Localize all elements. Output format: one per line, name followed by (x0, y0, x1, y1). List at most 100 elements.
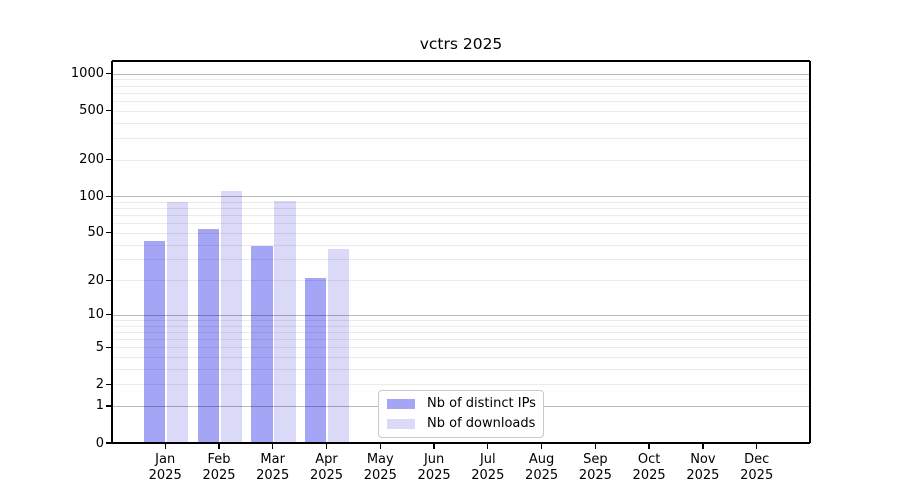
x-tick-mark-jun (433, 443, 435, 449)
legend-label-downloads: Nb of downloads (427, 415, 536, 431)
y-tick-mark-100 (105, 195, 112, 197)
top-spine (112, 60, 810, 62)
bar-distinct-ips-mar (251, 245, 273, 443)
gridline-minor-700 (112, 92, 810, 94)
x-tick-year: 2025 (363, 467, 397, 483)
right-spine (809, 61, 811, 443)
x-tick-mark-may (379, 443, 381, 449)
gridline-minor-80 (112, 208, 810, 210)
x-tick-label-dec: Dec 2025 (725, 452, 789, 483)
gridline-minor-50 (112, 232, 810, 234)
x-tick-mark-oct (648, 443, 650, 449)
x-tick-label-aug: Aug 2025 (510, 452, 574, 483)
y-tick-mark-200 (105, 158, 112, 161)
x-tick-year: 2025 (202, 467, 236, 483)
x-tick-year: 2025 (471, 467, 505, 483)
bar-downloads-apr (328, 248, 350, 443)
y-tick-mark-50 (105, 232, 112, 234)
gridline-minor-400 (112, 122, 810, 124)
x-tick-label-oct: Oct 2025 (617, 452, 681, 483)
y-tick-label-20: 20 (87, 272, 104, 288)
y-tick-label-1000: 1000 (70, 66, 104, 82)
x-tick-year: 2025 (578, 467, 612, 483)
gridline-minor-60 (112, 223, 810, 225)
y-axis-spine (111, 61, 113, 443)
bar-downloads-jan (166, 202, 189, 443)
x-tick-mark-apr (325, 443, 328, 449)
gridline-minor-5 (112, 347, 810, 349)
gridline-minor-800 (112, 85, 810, 87)
y-tick-mark-0 (105, 442, 112, 444)
gridline-minor-8 (112, 325, 810, 327)
y-tick-mark-1 (105, 405, 112, 407)
plot-area (111, 60, 811, 444)
x-tick-year: 2025 (148, 467, 182, 483)
gridline-minor-70 (112, 215, 810, 217)
x-tick-month: Jun (423, 452, 445, 467)
x-tick-label-jun: Jun 2025 (402, 452, 466, 483)
gridline-major-100 (112, 196, 810, 198)
x-tick-label-jan: Jan 2025 (133, 452, 197, 483)
bar-distinct-ips-apr (305, 277, 327, 443)
y-tick-label-1: 1 (95, 398, 104, 414)
legend: Nb of distinct IPs Nb of downloads (378, 390, 544, 438)
legend-swatch-downloads (387, 418, 415, 429)
gridline-minor-40 (112, 244, 810, 246)
legend-label-distinct-ips: Nb of distinct IPs (427, 396, 536, 412)
gridline-major-1000 (112, 73, 810, 75)
x-tick-label-feb: Feb 2025 (187, 452, 251, 483)
bar-distinct-ips-jan (143, 240, 166, 443)
x-tick-month: Nov (690, 452, 716, 467)
gridline-minor-600 (112, 100, 810, 102)
x-tick-month: Feb (207, 452, 231, 467)
x-tick-mark-nov (702, 443, 704, 449)
x-tick-year: 2025 (417, 467, 451, 483)
gridline-minor-200 (112, 159, 810, 161)
gridline-minor-2 (112, 384, 810, 386)
y-tick-label-100: 100 (79, 188, 104, 204)
x-tick-year: 2025 (256, 467, 290, 483)
y-tick-mark-10 (105, 314, 112, 316)
x-tick-label-sep: Sep 2025 (563, 452, 627, 483)
x-tick-year: 2025 (309, 467, 344, 483)
y-tick-mark-20 (105, 279, 112, 281)
x-tick-mark-aug (540, 443, 543, 449)
x-tick-mark-jan (164, 443, 166, 449)
x-tick-month: Aug (528, 452, 555, 467)
x-tick-year: 2025 (632, 467, 666, 483)
gridline-minor-20 (112, 280, 810, 282)
legend-swatch-distinct-ips (387, 399, 415, 410)
x-tick-mark-jul (487, 443, 489, 449)
gridline-minor-6 (112, 339, 810, 340)
gridline-minor-3 (112, 368, 810, 370)
x-tick-label-mar: Mar 2025 (241, 452, 305, 483)
x-tick-month: Dec (744, 452, 770, 467)
x-tick-mark-sep (594, 443, 597, 449)
bar-downloads-mar (274, 201, 296, 443)
x-tick-month: Mar (260, 452, 285, 467)
x-tick-year: 2025 (525, 467, 559, 483)
legend-item-distinct-ips: Nb of distinct IPs (387, 396, 536, 412)
gridline-minor-9 (112, 319, 810, 321)
x-tick-year: 2025 (740, 467, 774, 483)
y-tick-label-500: 500 (79, 103, 104, 119)
x-tick-mark-feb (218, 443, 220, 449)
gridline-minor-90 (112, 201, 810, 203)
y-tick-label-50: 50 (87, 225, 104, 241)
x-tick-label-jul: Jul 2025 (456, 452, 520, 483)
x-tick-mark-dec (756, 443, 758, 449)
x-tick-label-may: May 2025 (348, 452, 412, 483)
bar-distinct-ips-feb (197, 228, 219, 443)
y-tick-mark-2 (105, 383, 112, 385)
x-tick-label-apr: Apr 2025 (295, 452, 359, 483)
y-tick-label-200: 200 (79, 152, 104, 167)
y-tick-label-2: 2 (95, 376, 104, 392)
y-tick-mark-1000 (105, 72, 112, 75)
bar-downloads-feb (220, 190, 242, 443)
x-tick-month: Jul (479, 452, 496, 467)
x-tick-label-nov: Nov 2025 (671, 452, 735, 483)
x-tick-month: Oct (637, 452, 661, 467)
x-tick-mark-mar (272, 443, 274, 449)
gridline-major-10 (112, 314, 810, 316)
